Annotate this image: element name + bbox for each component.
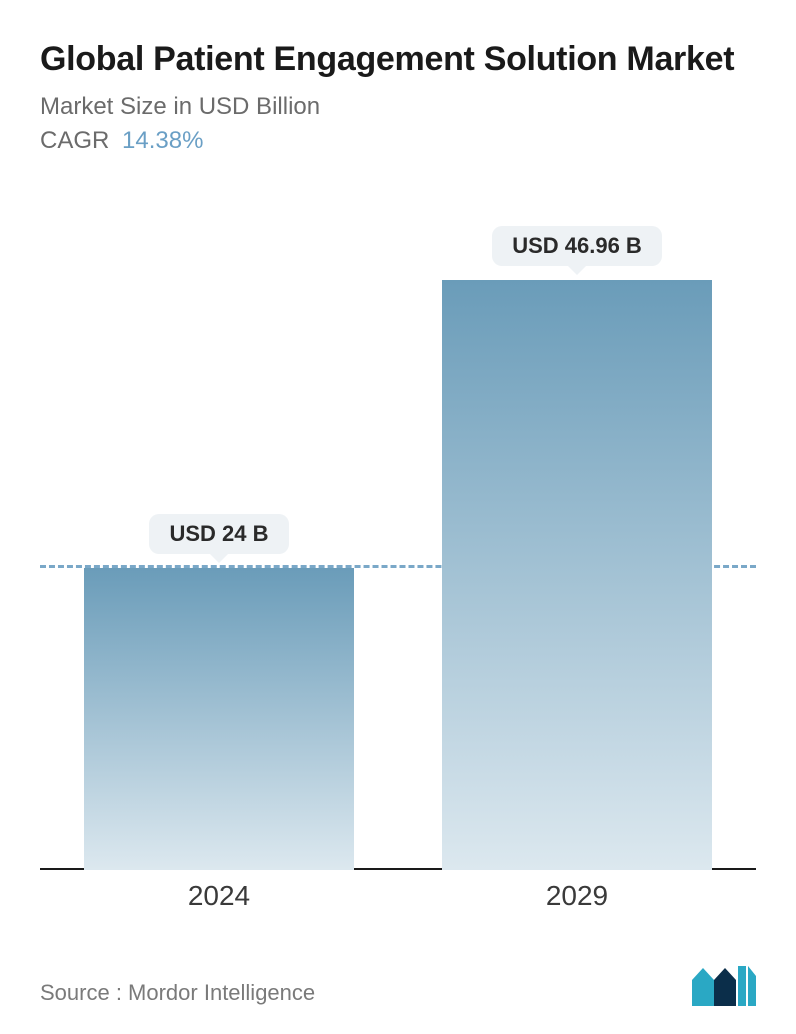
- chart-plot-area: USD 24 BUSD 46.96 B: [40, 230, 756, 870]
- source-text: Source : Mordor Intelligence: [40, 980, 315, 1006]
- x-axis-label: 2024: [61, 880, 376, 912]
- bar-value-label: USD 46.96 B: [492, 226, 662, 266]
- x-axis-label: 2029: [419, 880, 734, 912]
- bar: [84, 568, 355, 870]
- chart-container: Global Patient Engagement Solution Marke…: [0, 0, 796, 1034]
- chart-subtitle: Market Size in USD Billion: [40, 93, 756, 121]
- bar: [442, 280, 713, 870]
- chart-footer: Source : Mordor Intelligence: [40, 966, 756, 1006]
- bar-group: USD 24 B: [61, 568, 376, 870]
- brand-logo-icon: [692, 966, 756, 1006]
- bar-value-label: USD 24 B: [149, 514, 288, 554]
- bar-group: USD 46.96 B: [419, 280, 734, 870]
- x-axis-labels: 2024 2029: [40, 880, 756, 912]
- cagr-value: 14.38%: [122, 127, 203, 154]
- cagr-row: CAGR 14.38%: [40, 127, 756, 155]
- cagr-label: CAGR: [40, 127, 109, 154]
- bars-group: USD 24 BUSD 46.96 B: [40, 230, 756, 870]
- chart-title: Global Patient Engagement Solution Marke…: [40, 38, 756, 81]
